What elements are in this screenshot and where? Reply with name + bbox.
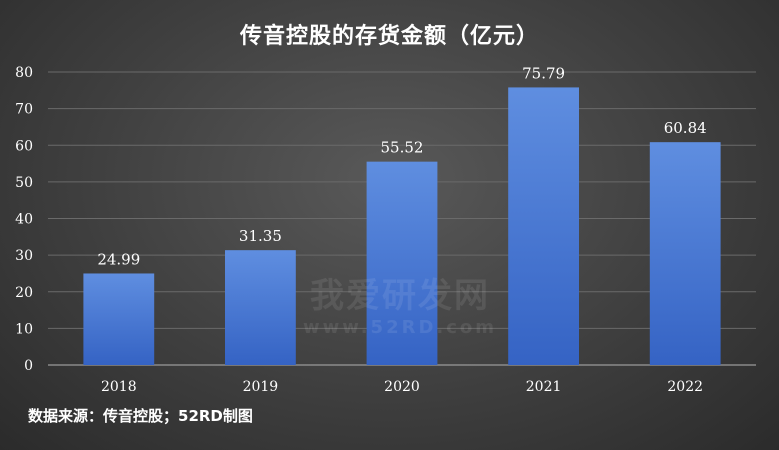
- data-label-2022: 60.84: [664, 119, 707, 137]
- y-tick-label: 80: [15, 65, 33, 81]
- bar-2020: [366, 161, 438, 365]
- data-labels: 24.99 31.35 55.52 75.79 60.84: [97, 64, 706, 268]
- bar-2021: [508, 87, 579, 365]
- bar-2018: [83, 273, 155, 365]
- x-tick-label-2022: 2022: [667, 379, 703, 395]
- y-tick-label: 70: [15, 102, 33, 118]
- bar-2019: [225, 250, 296, 365]
- y-tick-label: 40: [15, 212, 33, 228]
- data-label-2019: 31.35: [239, 227, 282, 245]
- bar-2022: [649, 142, 721, 365]
- y-tick-label: 30: [15, 248, 33, 264]
- data-label-2021: 75.79: [522, 64, 565, 82]
- y-tick-label: 60: [15, 138, 33, 154]
- data-label-2020: 55.52: [381, 139, 424, 157]
- x-tick-label-2020: 2020: [384, 379, 420, 395]
- chart-title: 传音控股的存货金额（亿元）: [239, 24, 539, 49]
- x-tick-label-2021: 2021: [526, 379, 562, 395]
- source-note: 数据来源：传音控股；52RD制图: [28, 407, 253, 425]
- data-label-2018: 24.99: [97, 250, 140, 268]
- y-tick-label: 20: [15, 285, 33, 301]
- y-tick-label: 10: [15, 321, 33, 337]
- y-tick-label: 0: [24, 358, 33, 374]
- y-axis-ticks: 0 10 20 30 40 50 60 70 80: [15, 65, 33, 374]
- x-axis-ticks: 2018 2019 2020 2021 2022: [101, 379, 703, 395]
- y-tick-label: 50: [15, 175, 33, 191]
- x-tick-label-2018: 2018: [101, 379, 137, 395]
- x-tick-label-2019: 2019: [243, 379, 279, 395]
- bars: [83, 87, 721, 365]
